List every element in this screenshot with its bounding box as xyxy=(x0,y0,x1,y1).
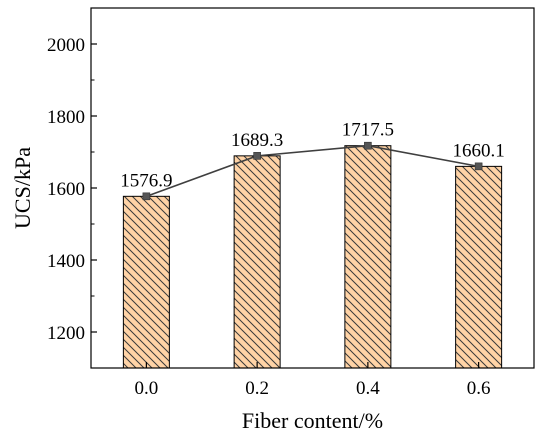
bars-layer xyxy=(122,145,503,369)
point-marker-0.0 xyxy=(142,192,151,201)
x-tick-label-0.0: 0.0 xyxy=(135,378,159,399)
bar-0.4 xyxy=(344,145,392,369)
y-tick-label-1800: 1800 xyxy=(47,107,85,128)
x-tick-label-0.2: 0.2 xyxy=(245,378,269,399)
x-tick-label-0.6: 0.6 xyxy=(467,378,491,399)
bar-0.2 xyxy=(233,155,281,369)
y-tick-label-1600: 1600 xyxy=(47,179,85,200)
point-marker-0.6 xyxy=(474,162,483,171)
y-tick-label-2000: 2000 xyxy=(47,35,85,56)
labels-layer: 1576.9 1689.3 1717.5 1660.1 xyxy=(120,120,505,192)
point-marker-0.4 xyxy=(364,141,372,150)
bar-0.0 xyxy=(122,195,170,369)
trend-line xyxy=(146,144,479,198)
data-label-0.6: 1660.1 xyxy=(453,140,505,161)
data-label-0.2: 1689.3 xyxy=(231,130,283,151)
point-marker-0.2 xyxy=(253,152,261,160)
y-tick-label-1200: 1200 xyxy=(47,323,85,344)
y-tick-label-1400: 1400 xyxy=(47,251,85,272)
line-layer xyxy=(142,141,483,201)
ticks-layer: 1200 1400 1600 1800 2000 0.0 0.2 0.4 0.6 xyxy=(47,35,491,399)
bar-0.6 xyxy=(455,165,503,369)
x-tick-label-0.4: 0.4 xyxy=(356,378,380,399)
data-label-0.4: 1717.5 xyxy=(342,120,394,141)
x-axis-title: Fiber content/% xyxy=(242,408,383,433)
data-label-0.0: 1576.9 xyxy=(120,170,172,191)
y-axis-title: UCS/kPa xyxy=(10,147,35,229)
